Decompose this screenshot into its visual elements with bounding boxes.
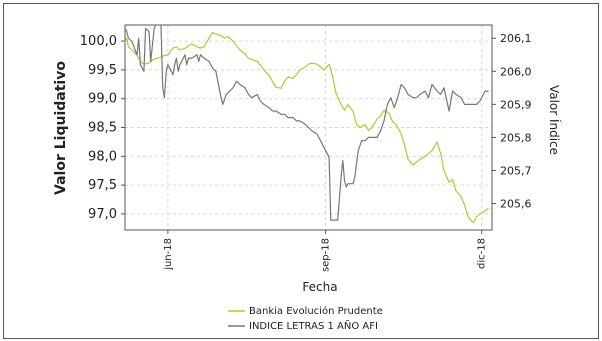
- y-left-tick-label: 100,0: [80, 34, 117, 49]
- chart-frame: [3, 3, 599, 339]
- y-right-tick-label: 206,0: [500, 65, 532, 78]
- y-axis-right-ticks: 205,6 205,7 205,8 205,9 206,0 206,1: [492, 32, 532, 211]
- series-line-bankia: [124, 31, 489, 224]
- x-tick-label: sep-18: [321, 238, 332, 272]
- y-right-tick-label: 205,6: [500, 198, 532, 211]
- x-tick-label: jun-18: [163, 238, 174, 271]
- y-left-tick-label: 97,5: [88, 178, 117, 193]
- y-left-tick-label: 99,5: [88, 63, 117, 78]
- x-axis-ticks: jun-18 sep-18 dic-18: [163, 230, 488, 272]
- y-right-tick-label: 205,9: [500, 98, 532, 111]
- legend: Bankia Evolución Prudente INDICE LETRAS …: [228, 305, 383, 332]
- y-axis-right-label: Valor Índice: [547, 85, 562, 155]
- legend-label-indice: INDICE LETRAS 1 AÑO AFI: [249, 319, 378, 332]
- y-axis-left-label: Valor Liquidativo: [53, 61, 69, 195]
- series-layer: [124, 24, 489, 224]
- y-left-tick-label: 99,0: [88, 92, 117, 107]
- y-right-tick-label: 206,1: [500, 32, 532, 45]
- grid-lines: [125, 25, 492, 230]
- y-right-tick-label: 205,8: [500, 131, 532, 144]
- y-left-tick-label: 98,0: [88, 149, 117, 164]
- y-left-tick-label: 97,0: [88, 207, 117, 222]
- x-axis-label: Fecha: [302, 280, 337, 294]
- series-line-indice: [124, 24, 489, 221]
- y-left-tick-label: 98,5: [88, 121, 117, 136]
- y-right-tick-label: 205,7: [500, 164, 532, 177]
- x-tick-label: dic-18: [477, 238, 488, 269]
- legend-label-bankia: Bankia Evolución Prudente: [249, 305, 383, 317]
- y-axis-left-ticks: 97,0 97,5 98,0 98,5 99,0 99,5 100,0: [80, 34, 125, 222]
